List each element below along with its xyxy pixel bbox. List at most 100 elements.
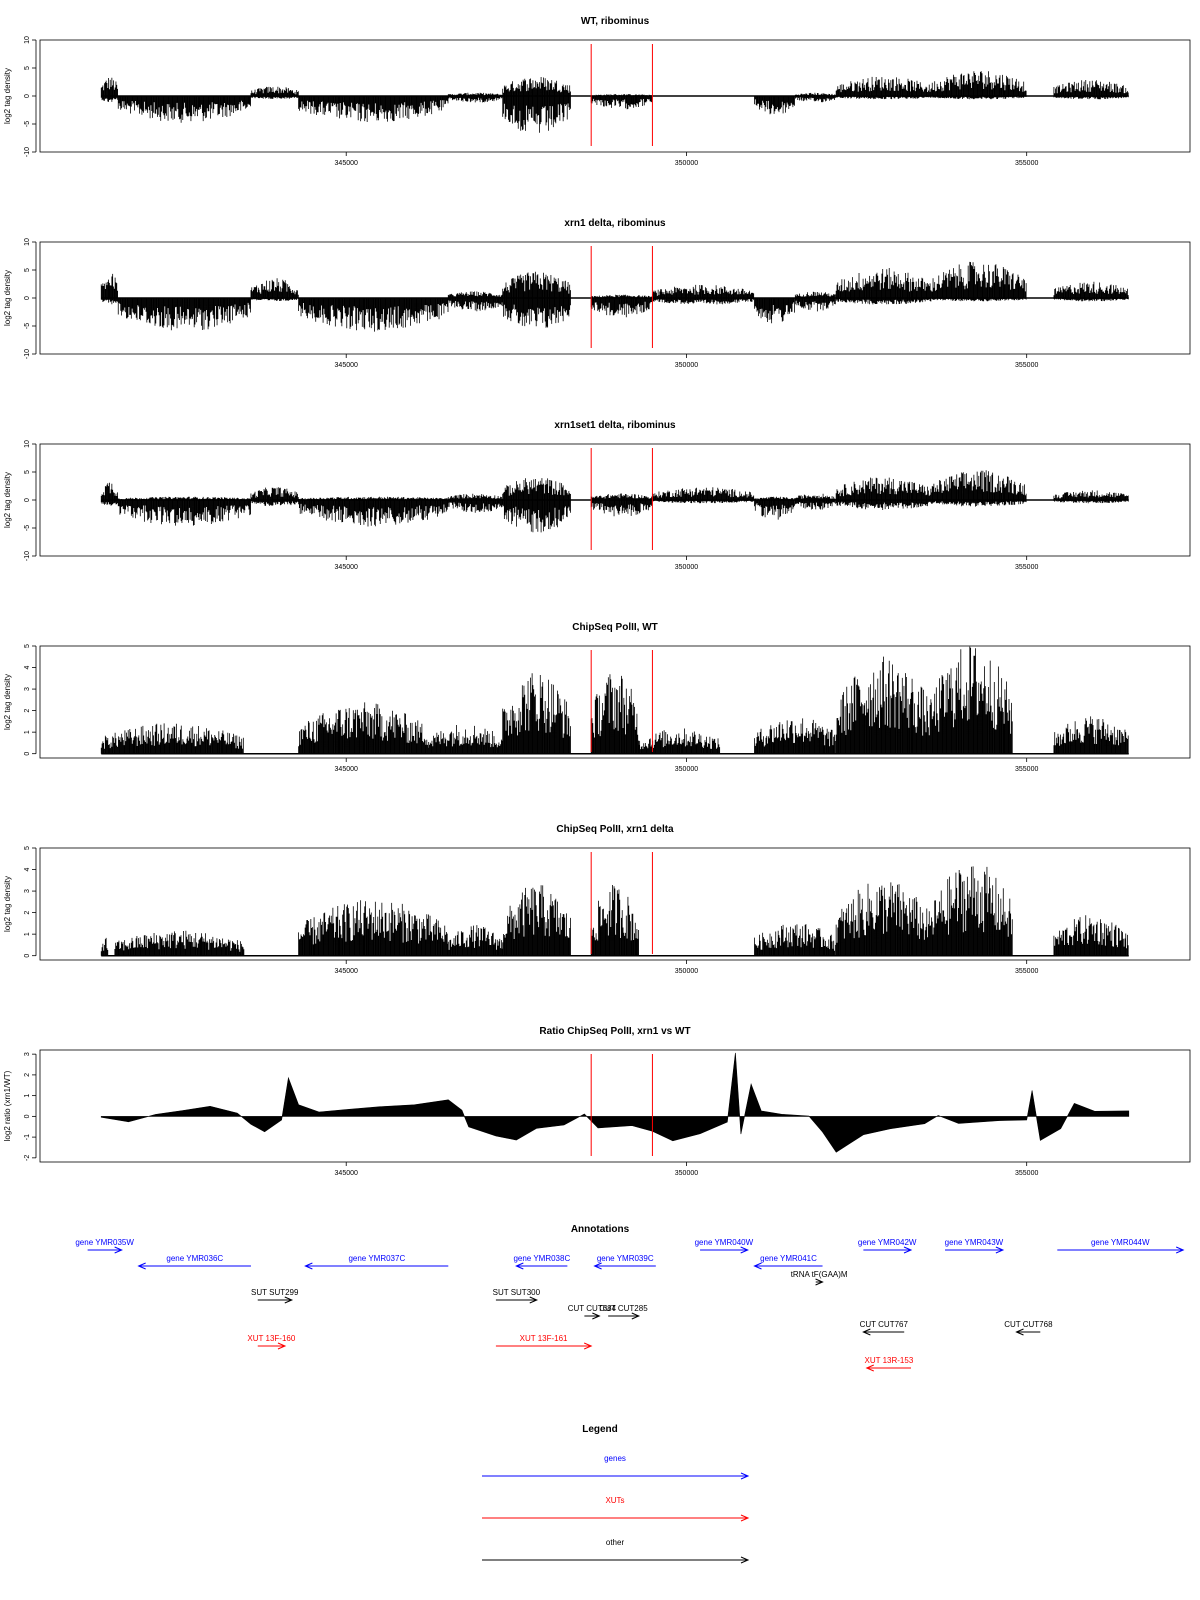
annotations-title: Annotations	[571, 1224, 630, 1235]
feature-label: XUT 13F-161	[520, 1334, 568, 1343]
arrow-head-icon	[583, 1342, 593, 1350]
y-tick-label: 0	[24, 752, 31, 756]
bar-segment-2	[117, 298, 251, 331]
y-axis-label: log2 tag density	[3, 674, 12, 730]
legend-panel: Legend genes XUTs other	[482, 1424, 750, 1564]
x-tick-label: 355000	[1015, 160, 1038, 167]
y-tick-label: 0	[24, 954, 31, 958]
bar-segment-9	[794, 92, 836, 103]
x-tick-label: 350000	[675, 968, 698, 975]
track-marks	[100, 1052, 1130, 1153]
bar-segment-2	[117, 496, 251, 526]
bar-segment-2	[117, 96, 251, 123]
y-tick-label: 5	[24, 644, 31, 648]
panel-3: xrn1set1 delta, ribominus log2 tag densit…	[3, 420, 1191, 571]
annotation-gene: gene YMR036C	[137, 1254, 251, 1270]
y-tick-label: -5	[24, 323, 31, 329]
panel-title: xrn1 delta, ribominus	[564, 218, 666, 229]
bar-segment-9	[931, 866, 1013, 956]
legend-item-xut: XUTs	[482, 1496, 750, 1522]
plot-frame	[39, 39, 1191, 153]
bar-segment-8	[652, 487, 755, 504]
y-tick-label: 3	[24, 687, 31, 691]
y-tick-label: 1	[24, 1094, 31, 1098]
bar-segment-3	[250, 86, 299, 99]
x-tick-label: 355000	[1015, 766, 1038, 773]
arrow-head-icon	[137, 1262, 146, 1270]
arrow-head-icon	[284, 1296, 294, 1304]
x-tick-label: 350000	[675, 160, 698, 167]
feature-label: tRNA tF(GAA)M	[791, 1270, 848, 1279]
feature-label: CUT CUT767	[860, 1320, 909, 1329]
bar-segment-1	[100, 482, 118, 506]
annotation-xut: XUT 13R-153	[865, 1356, 914, 1372]
bar-segment-5	[447, 92, 503, 103]
feature-label: gene YMR043W	[945, 1238, 1004, 1247]
bar-segment-5	[590, 674, 639, 754]
x-tick-label: 350000	[675, 362, 698, 369]
annotation-gene: gene YMR040W	[695, 1238, 754, 1254]
legend-label: other	[606, 1538, 625, 1547]
arrow-head-icon	[815, 1278, 824, 1286]
legend-item-gene: genes	[482, 1454, 750, 1480]
y-tick-label: 4	[24, 867, 31, 871]
arrow-head-icon	[995, 1246, 1005, 1254]
x-tick-label: 350000	[675, 1170, 698, 1177]
annotation-gene: gene YMR041C	[753, 1254, 823, 1270]
y-tick-label: 0	[24, 1114, 31, 1118]
y-tick-label: 1	[24, 730, 31, 734]
bar-segment-1	[100, 937, 109, 956]
bar-segment-12	[931, 261, 1027, 302]
annotation-xut: XUT 13F-160	[247, 1334, 296, 1350]
arrow-head-icon	[740, 1472, 750, 1480]
bar-segment-10	[1053, 915, 1129, 956]
annotation-gene: gene YMR038C	[513, 1254, 570, 1270]
y-tick-label: 1	[24, 932, 31, 936]
annotation-gene: gene YMR044W	[1057, 1238, 1185, 1254]
feature-label: gene YMR044W	[1091, 1238, 1150, 1247]
annotation-gene: gene YMR039C	[593, 1254, 656, 1270]
track-marks	[100, 470, 1129, 533]
arrow-head-icon	[277, 1342, 287, 1350]
bar-segment-8	[754, 96, 795, 115]
y-axis-label: log2 tag density	[3, 876, 12, 932]
bar-segment-13	[1053, 490, 1129, 504]
track-marks	[100, 646, 1129, 755]
panel-4: ChipSeq PolII, WT log2 tag density 5 4 3 2 1 0 3…	[3, 622, 1191, 773]
feature-label: gene YMR038C	[513, 1254, 570, 1263]
bar-segment-6	[502, 77, 571, 133]
bar-segment-5	[502, 885, 571, 956]
y-tick-label: 10	[24, 440, 31, 448]
bar-segment-8	[835, 656, 932, 754]
bar-segment-6	[502, 478, 571, 533]
track-marks	[100, 866, 1129, 957]
y-tick-label: 0	[24, 94, 31, 98]
bar-segment-10	[794, 493, 836, 510]
feature-label: gene YMR040W	[695, 1238, 754, 1247]
y-tick-label: 2	[24, 911, 31, 915]
feature-label: gene YMR037C	[348, 1254, 405, 1263]
feature-label: gene YMR041C	[760, 1254, 817, 1263]
arrow-head-icon	[1015, 1328, 1024, 1336]
legend-items: genes XUTs other	[482, 1454, 750, 1564]
ratio-area	[100, 1052, 1130, 1153]
annotation-gene: gene YMR035W	[75, 1238, 134, 1254]
y-tick-label: 5	[24, 268, 31, 272]
annotation-gene: gene YMR042W	[858, 1238, 917, 1254]
legend-title: Legend	[582, 1424, 618, 1435]
arrow-head-icon	[740, 1246, 749, 1254]
bar-segment-7	[590, 493, 653, 517]
y-tick-label: -10	[24, 551, 31, 561]
panel-title: ChipSeq PolII, WT	[572, 622, 658, 633]
legend-item-other: other	[482, 1538, 750, 1564]
annotation-gene: gene YMR037C	[304, 1254, 449, 1270]
feature-label: SUT SUT299	[251, 1288, 299, 1297]
track-marks	[100, 261, 1129, 332]
arrow-head-icon	[593, 1262, 602, 1270]
plot-frame	[39, 241, 1191, 355]
y-tick-label: 5	[24, 66, 31, 70]
arrow-head-icon	[529, 1296, 539, 1304]
feature-label: XUT 13F-160	[247, 1334, 295, 1343]
y-tick-label: 3	[24, 889, 31, 893]
